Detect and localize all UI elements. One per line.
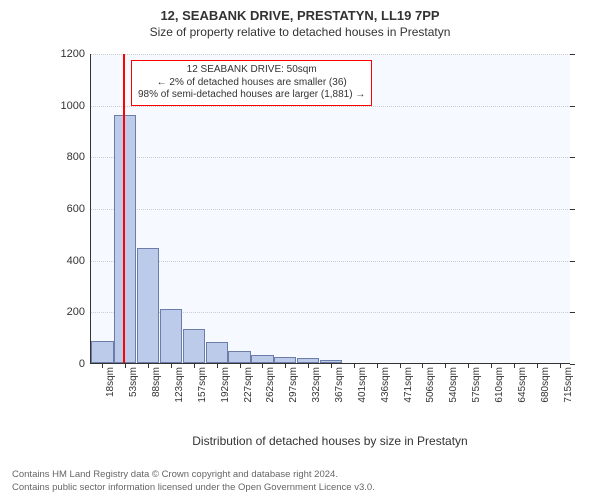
x-tick-mark	[354, 363, 355, 368]
y-tick-mark	[570, 54, 575, 55]
bar	[206, 342, 228, 363]
x-tick-mark	[285, 363, 286, 368]
x-tick-label: 192sqm	[220, 367, 231, 403]
footer-line1: Contains HM Land Registry data © Crown c…	[12, 469, 375, 481]
y-tick-label: 1000	[61, 100, 91, 112]
x-tick-label: 53sqm	[128, 367, 139, 397]
x-tick-mark	[514, 363, 515, 368]
x-tick-mark	[422, 363, 423, 368]
bar	[91, 341, 113, 363]
x-tick-label: 436sqm	[380, 367, 391, 403]
bar	[160, 309, 182, 363]
bar	[183, 329, 205, 363]
x-tick-label: 610sqm	[494, 367, 505, 403]
gridline	[91, 261, 570, 262]
marker-line	[123, 54, 125, 363]
x-tick-mark	[400, 363, 401, 368]
y-tick-label: 800	[67, 151, 91, 163]
annotation-line1: 12 SEABANK DRIVE: 50sqm	[138, 64, 365, 77]
footer: Contains HM Land Registry data © Crown c…	[12, 469, 375, 494]
y-tick-mark	[570, 157, 575, 158]
y-tick-label: 0	[79, 358, 91, 370]
x-tick-mark	[491, 363, 492, 368]
x-tick-mark	[125, 363, 126, 368]
x-tick-label: 367sqm	[334, 367, 345, 403]
gridline	[91, 157, 570, 158]
x-tick-label: 680sqm	[540, 367, 551, 403]
y-tick-label: 600	[67, 203, 91, 215]
annotation-line2: ← 2% of detached houses are smaller (36)	[138, 77, 365, 90]
y-tick-label: 400	[67, 255, 91, 267]
footer-line2: Contains public sector information licen…	[12, 482, 375, 494]
x-tick-mark	[308, 363, 309, 368]
annotation-box: 12 SEABANK DRIVE: 50sqm ← 2% of detached…	[131, 60, 372, 106]
x-tick-mark	[102, 363, 103, 368]
x-tick-label: 575sqm	[471, 367, 482, 403]
bar	[137, 248, 159, 363]
x-tick-label: 157sqm	[197, 367, 208, 403]
gridline	[91, 106, 570, 107]
page-subtitle: Size of property relative to detached ho…	[0, 23, 600, 39]
x-tick-mark	[171, 363, 172, 368]
gridline	[91, 209, 570, 210]
x-tick-label: 332sqm	[311, 367, 322, 403]
x-tick-label: 471sqm	[403, 367, 414, 403]
x-tick-label: 540sqm	[448, 367, 459, 403]
x-tick-label: 645sqm	[517, 367, 528, 403]
gridline	[91, 54, 570, 55]
x-tick-mark	[262, 363, 263, 368]
page-title: 12, SEABANK DRIVE, PRESTATYN, LL19 7PP	[0, 0, 600, 23]
y-tick-mark	[570, 364, 575, 365]
bar	[251, 355, 273, 363]
x-tick-label: 506sqm	[425, 367, 436, 403]
y-tick-mark	[570, 261, 575, 262]
x-tick-mark	[240, 363, 241, 368]
x-tick-label: 88sqm	[151, 367, 162, 397]
x-tick-label: 401sqm	[357, 367, 368, 403]
y-tick-mark	[570, 209, 575, 210]
y-tick-mark	[570, 312, 575, 313]
x-tick-label: 18sqm	[105, 367, 116, 397]
page: 12, SEABANK DRIVE, PRESTATYN, LL19 7PP S…	[0, 0, 600, 500]
x-tick-mark	[148, 363, 149, 368]
x-tick-label: 123sqm	[174, 367, 185, 403]
y-tick-mark	[570, 106, 575, 107]
x-tick-mark	[194, 363, 195, 368]
x-tick-mark	[560, 363, 561, 368]
x-tick-mark	[217, 363, 218, 368]
x-tick-label: 262sqm	[265, 367, 276, 403]
plot-area: Number of detached properties 12 SEABANK…	[90, 54, 570, 364]
x-tick-mark	[537, 363, 538, 368]
x-tick-label: 227sqm	[243, 367, 254, 403]
x-tick-label: 715sqm	[563, 367, 574, 403]
annotation-line3: 98% of semi-detached houses are larger (…	[138, 89, 365, 102]
chart: Number of detached properties 12 SEABANK…	[60, 54, 570, 400]
y-tick-label: 1200	[61, 48, 91, 60]
x-tick-mark	[468, 363, 469, 368]
x-axis-label: Distribution of detached houses by size …	[75, 434, 585, 448]
x-tick-mark	[331, 363, 332, 368]
x-tick-label: 297sqm	[288, 367, 299, 403]
x-tick-mark	[445, 363, 446, 368]
x-tick-mark	[377, 363, 378, 368]
bar	[228, 351, 250, 363]
y-tick-label: 200	[67, 306, 91, 318]
